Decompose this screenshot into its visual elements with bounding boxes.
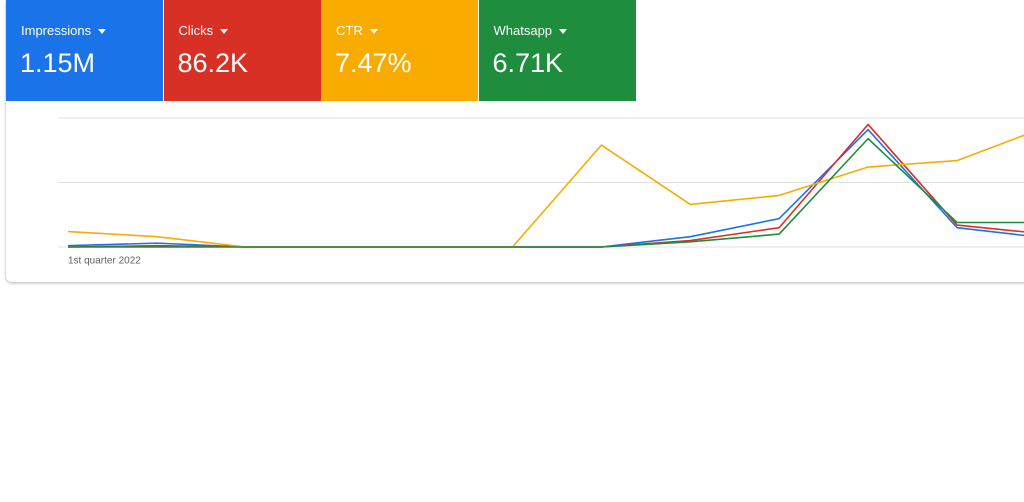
metric-tile[interactable]: CTR 7.47%: [321, 0, 478, 101]
x-tick-label: 1st quarter 2022: [68, 256, 141, 267]
plot: [67, 123, 1024, 248]
series-line: [67, 134, 1024, 248]
metric-total: 86.2K: [177, 48, 249, 78]
metric-tile[interactable]: Clicks 86.2K: [163, 0, 321, 101]
metric-name: Impressions: [21, 23, 106, 38]
metric-tile[interactable]: Impressions 1.15M: [6, 0, 163, 101]
metric-name: CTR: [336, 23, 378, 38]
metric-name: Clicks: [179, 23, 229, 38]
series-line: [67, 128, 1024, 248]
metric-name: Whatsapp: [494, 23, 568, 38]
metric-tile[interactable]: Whatsapp 6.71K: [478, 0, 636, 101]
series-line: [68, 137, 1024, 248]
metric-total: 1.15M: [20, 48, 96, 78]
metric-total: 7.47%: [335, 48, 412, 78]
chart: 1st quarter 2022: [58, 117, 1024, 267]
metric-total: 6.71K: [492, 48, 564, 78]
